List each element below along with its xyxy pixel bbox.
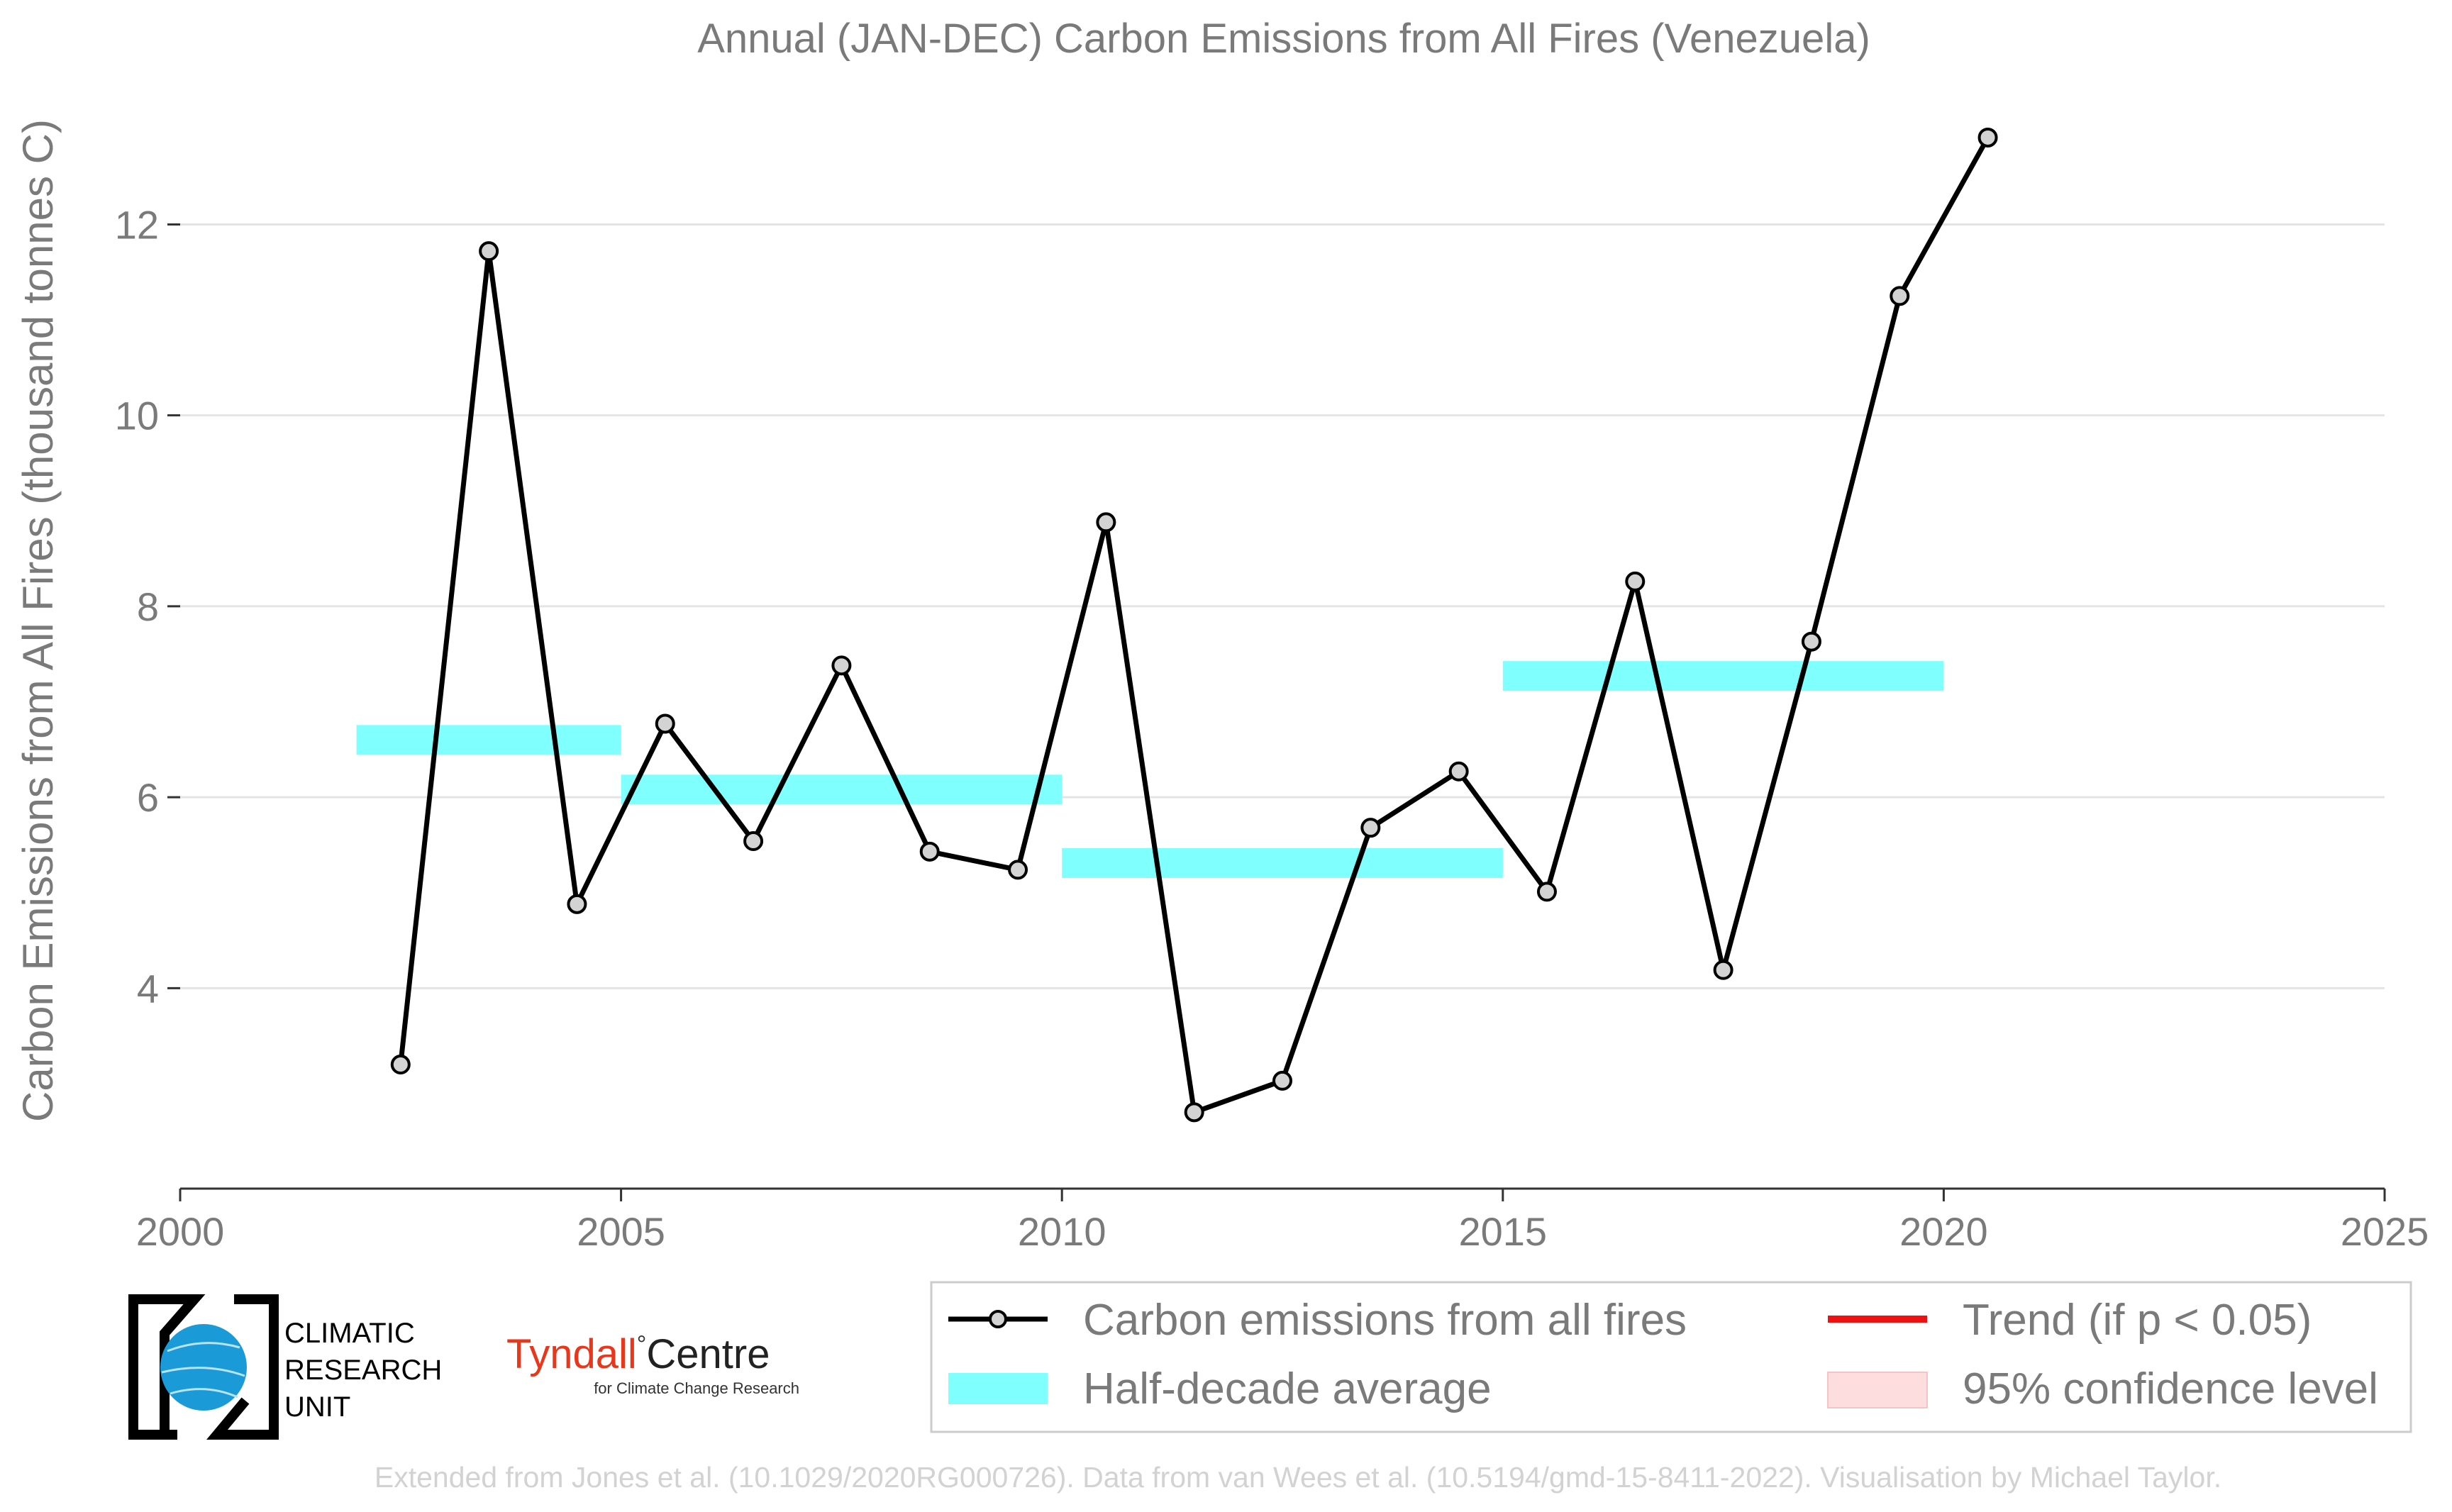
emissions-point — [1713, 960, 1733, 980]
emissions-point — [1184, 1102, 1204, 1123]
emissions-point — [1801, 631, 1821, 652]
legend: Carbon emissions from all fires Half-dec… — [930, 1281, 2412, 1433]
tyndall-logo: Tyndall°Centre for Climate Change Resear… — [506, 1331, 799, 1397]
half-decade-average-bar — [1502, 661, 1944, 691]
legend-marker-icon — [989, 1310, 1007, 1328]
half-decade-average-bar — [356, 725, 621, 755]
legend-label-trend: Trend (if p < 0.05) — [1963, 1296, 2312, 1345]
legend-item-half-decade: Half-decade average — [948, 1364, 1492, 1413]
x-tick-label: 2025 — [2341, 1209, 2429, 1254]
x-tick-label: 2000 — [136, 1209, 225, 1254]
emissions-point — [1536, 882, 1557, 902]
y-tick-label: 12 — [115, 202, 159, 247]
emissions-point — [1977, 127, 1998, 148]
emissions-point — [655, 713, 675, 734]
emissions-point — [1360, 818, 1381, 838]
plot-area: 4 6 8 10 12 2000 2005 2010 2015 2020 2025 — [115, 127, 2429, 1254]
emissions-point — [1890, 286, 1910, 306]
emissions-point — [919, 841, 940, 862]
emissions-series — [398, 136, 1990, 1115]
half-decade-average-bar — [1062, 847, 1503, 878]
legend-item-trend: Trend (if p < 0.05) — [1828, 1296, 2312, 1345]
tyndall-degree: ° — [637, 1331, 647, 1358]
emissions-point — [1096, 512, 1116, 533]
chart-title: Annual (JAN-DEC) Carbon Emissions from A… — [697, 16, 1870, 62]
tyndall-word: Tyndall — [506, 1331, 637, 1377]
y-axis-label: Carbon Emissions from All Fires (thousan… — [14, 119, 62, 1122]
x-tick-label: 2020 — [1899, 1209, 1988, 1254]
half-decade-average-bar — [621, 774, 1063, 805]
tyndall-centre-word: Centre — [646, 1331, 770, 1377]
x-tick-label: 2015 — [1459, 1209, 1548, 1254]
emissions-point — [743, 831, 764, 852]
emissions-point — [567, 894, 587, 914]
emissions-line — [398, 136, 1990, 1115]
emissions-point — [1448, 761, 1469, 782]
cru-line-2: RESEARCH — [284, 1355, 442, 1386]
emissions-point — [831, 655, 852, 676]
emissions-point — [1625, 571, 1646, 591]
y-tick-label: 10 — [115, 394, 159, 438]
legend-label-half-decade: Half-decade average — [1083, 1364, 1492, 1413]
x-tick-label: 2005 — [577, 1209, 665, 1254]
tyndall-subtitle: for Climate Change Research — [594, 1379, 799, 1397]
legend-frame — [930, 1281, 2412, 1433]
y-axis: 4 6 8 10 12 — [115, 202, 180, 1011]
legend-label-emissions: Carbon emissions from all fires — [1083, 1296, 1687, 1345]
legend-label-confidence: 95% confidence level — [1963, 1364, 2378, 1413]
cru-line-1: CLIMATIC — [284, 1318, 415, 1349]
emissions-point — [1272, 1070, 1292, 1091]
y-tick-label: 6 — [137, 775, 159, 820]
gridlines — [180, 223, 2385, 989]
emissions-points — [390, 127, 1998, 1123]
emissions-point — [390, 1055, 411, 1075]
legend-item-emissions: Carbon emissions from all fires — [948, 1296, 1687, 1345]
cru-line-3: UNIT — [284, 1391, 350, 1423]
credit-line: Extended from Jones et al. (10.1029/2020… — [375, 1461, 2221, 1494]
x-tick-label: 2010 — [1018, 1209, 1106, 1254]
half-decade-average-bars — [356, 661, 1944, 878]
emissions-point — [1008, 860, 1028, 880]
cru-logo: CLIMATIC RESEARCH UNIT — [128, 1294, 442, 1440]
y-tick-label: 4 — [137, 966, 159, 1011]
legend-item-confidence: 95% confidence level — [1827, 1364, 2378, 1413]
y-tick-label: 8 — [137, 584, 159, 629]
emissions-point — [479, 241, 499, 262]
svg-text:Tyndall°Centre: Tyndall°Centre — [506, 1331, 770, 1377]
x-axis: 2000 2005 2010 2015 2020 2025 — [136, 1187, 2429, 1254]
